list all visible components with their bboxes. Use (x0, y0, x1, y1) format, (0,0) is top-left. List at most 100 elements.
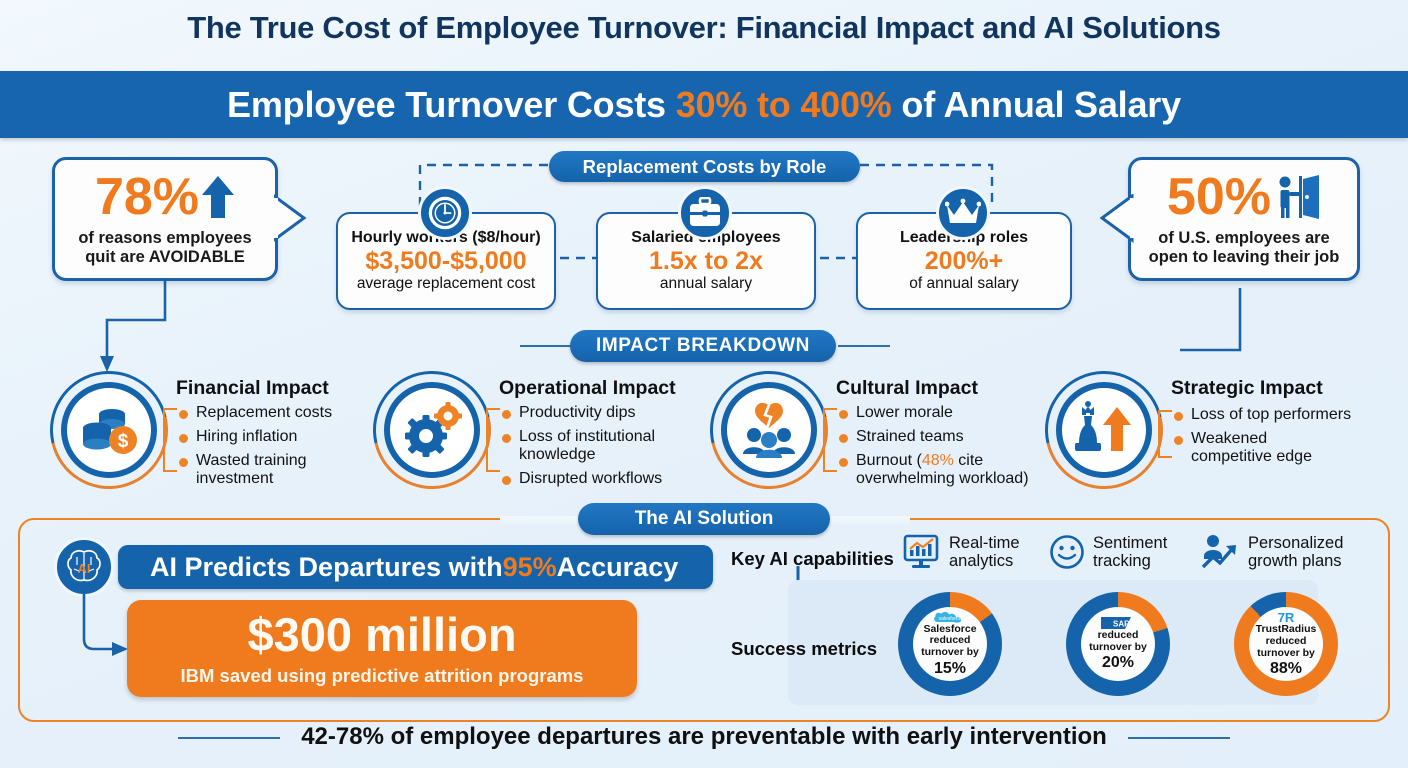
impact-brace-financial (163, 408, 177, 472)
capability-personalized-growth-label: Personalized growth plans (1248, 534, 1343, 571)
briefcase-icon (678, 186, 732, 240)
chip-replacement-costs-label: Replacement Costs by Role (582, 155, 827, 177)
people-broken-heart-icon (721, 382, 817, 478)
impact-bullets-strategic: Loss of top performers Weakened competit… (1172, 406, 1352, 472)
ai-headline-pre: AI Predicts Departures with (150, 551, 503, 582)
list-item: Wasted training investment (177, 452, 367, 488)
left-bubble-tail (274, 194, 307, 242)
footer-rule-left (178, 737, 280, 739)
role-card-hourly-value: $3,500-$5,000 (365, 246, 527, 275)
right-flow-line (1180, 288, 1242, 352)
chip-ai-solution: The AI Solution (578, 503, 830, 535)
sap-logo: SAP (1101, 616, 1131, 629)
cap0-line2: analytics (949, 552, 1014, 571)
open-line1: of U.S. employees are (1158, 228, 1330, 247)
banner-text: Employee Turnover Costs 30% to 400% of A… (227, 84, 1181, 126)
clock-icon (418, 186, 472, 240)
avoidable-line2-bold: AVOIDABLE (148, 248, 245, 266)
crown-icon (936, 186, 990, 240)
metric-donut-salesforce-hole: salesforce Salesforce reduced turnover b… (913, 607, 987, 681)
list-item: Productivity dips (500, 404, 700, 422)
top-connectors (418, 163, 994, 260)
svg-text:SAP: SAP (1113, 619, 1130, 628)
money-card-value: $300 million (247, 607, 517, 661)
avoidable-line1: of reasons employees (78, 228, 252, 247)
banner-text-pre: Employee Turnover Costs (227, 83, 676, 125)
footer-rule-right (1128, 737, 1230, 739)
list-item: Replacement costs (177, 404, 367, 422)
avoidable-line2-pre: quit are (85, 248, 149, 266)
smiley-face-icon (1049, 534, 1085, 570)
impact-brace-strategic (1158, 410, 1172, 458)
list-item: Loss of institutional knowledge (500, 428, 700, 464)
role-card-leadership: Leadership roles 200%+ of annual salary (856, 212, 1072, 310)
impact-title-cultural: Cultural Impact (836, 377, 978, 399)
metric-donut-sap-pct: 20% (1101, 654, 1135, 672)
capability-real-time-analytics-label: Real-time analytics (949, 534, 1020, 571)
cap0-line1: Real-time (949, 534, 1020, 552)
analytics-monitor-icon (903, 534, 941, 570)
headline-banner: Employee Turnover Costs 30% to 400% of A… (0, 71, 1408, 138)
impact-bullets-financial: Replacement costs Hiring inflation Waste… (177, 404, 367, 494)
list-item: Burnout (48% cite overwhelming workload) (837, 452, 1037, 488)
metric-donut-sap-hole: SAP reduced turnover by 20% (1081, 607, 1155, 681)
open-to-leaving-value: 50% (1166, 167, 1272, 226)
open-to-leaving-caption: of U.S. employees are open to leaving th… (1149, 229, 1340, 268)
metric-donut-salesforce-company: Salesforce (923, 622, 977, 635)
svg-text:7R: 7R (1278, 610, 1295, 624)
chip-ai-solution-label: The AI Solution (634, 508, 774, 529)
coins-dollar-icon: $ (61, 382, 157, 478)
avoidable-stat-value: 78% (94, 167, 200, 226)
metric-donut-trustradius: 7R TrustRadius reduced turnover by 88% (1234, 592, 1338, 696)
ai-headline-highlight: 95% (502, 551, 557, 582)
svg-text:salesforce: salesforce (939, 616, 962, 622)
up-arrow-icon (201, 174, 235, 220)
brain-to-money-arrow (82, 594, 128, 656)
cap1-line1: Sentiment (1093, 534, 1168, 552)
success-metrics-label: Success metrics (731, 638, 878, 659)
capability-personalized-growth: Personalized growth plans (1200, 534, 1343, 571)
success-metrics-background (788, 580, 1318, 705)
burnout-post: cite overwhelming workload) (856, 451, 1029, 487)
impact-bullets-cultural: Lower morale Strained teams Burnout (48%… (837, 404, 1037, 494)
impact-title-operational: Operational Impact (499, 377, 676, 399)
cap2-line1: Personalized (1248, 534, 1344, 552)
money-card: $300 million IBM saved using predictive … (127, 600, 637, 697)
list-item: Hiring inflation (177, 428, 367, 446)
banner-text-post: of Annual Salary (891, 83, 1181, 125)
left-flow-arrow (100, 280, 167, 372)
metric-donut-salesforce-line1: reduced (929, 634, 971, 647)
gears-icon (384, 382, 480, 478)
metric-donut-sap-line1: reduced (1097, 628, 1139, 641)
ai-headline-bar: AI Predicts Departures with 95% Accuracy (118, 545, 713, 589)
salesforce-logo: salesforce (934, 611, 962, 623)
ai-headline-post: Accuracy (556, 551, 679, 582)
chip-replacement-costs: Replacement Costs by Role (549, 151, 860, 182)
footer-text: 42-78% of employee departures are preven… (301, 723, 1107, 750)
svg-text:AI: AI (78, 561, 91, 576)
metric-donut-trustradius-hole: 7R TrustRadius reduced turnover by 88% (1249, 607, 1323, 681)
metric-donut-salesforce-pct: 15% (933, 659, 967, 677)
role-card-salaried-note: annual salary (659, 275, 753, 293)
list-item: Strained teams (837, 428, 1037, 446)
ai-brain-icon: AI (54, 537, 114, 597)
metric-donut-trustradius-line2: turnover by (1257, 646, 1315, 659)
trustradius-logo: 7R (1278, 610, 1295, 624)
role-card-hourly: Hourly workers ($8/hour) $3,500-$5,000 a… (336, 212, 556, 310)
list-item: Weakened competitive edge (1172, 430, 1352, 466)
role-card-salaried-value: 1.5x to 2x (649, 246, 763, 275)
person-growth-icon (1200, 534, 1240, 570)
impact-title-financial: Financial Impact (176, 377, 329, 399)
burnout-highlight: 48% (921, 451, 954, 469)
chess-rook-arrow-icon (1056, 382, 1152, 478)
burnout-pre: Burnout ( (856, 451, 922, 469)
capability-sentiment-tracking-label: Sentiment tracking (1093, 534, 1167, 571)
right-bubble-tail (1100, 194, 1134, 243)
role-card-leadership-value: 200%+ (924, 246, 1004, 275)
metric-donut-salesforce-line2: turnover by (921, 646, 979, 659)
impact-brace-cultural (823, 408, 837, 472)
metric-donut-trustradius-pct: 88% (1269, 660, 1303, 678)
metric-donut-sap-line2: turnover by (1089, 640, 1147, 653)
impact-chip-rules (520, 345, 890, 347)
